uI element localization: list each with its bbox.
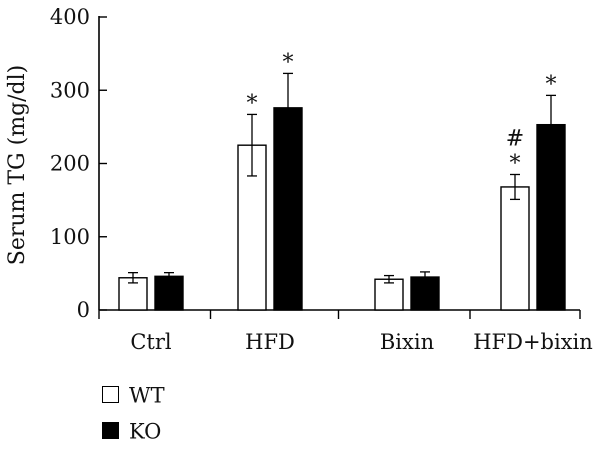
x-tick-label: Bixin bbox=[380, 330, 434, 354]
annotation-asterisk: * bbox=[247, 91, 258, 116]
bar-wt bbox=[374, 278, 404, 311]
legend-swatch-wt bbox=[102, 386, 119, 403]
y-tick-label: 400 bbox=[50, 5, 90, 29]
x-tick-label: HFD+bixin bbox=[473, 330, 593, 354]
y-ticks: 0 100 200 300 400 bbox=[50, 5, 107, 322]
y-tick-label: 100 bbox=[50, 225, 90, 249]
y-tick-label: 200 bbox=[50, 152, 90, 176]
legend-swatch-ko bbox=[102, 422, 119, 439]
annotation-hash: # bbox=[506, 126, 524, 151]
bars bbox=[118, 107, 566, 311]
legend-label-wt: WT bbox=[129, 383, 165, 408]
y-tick-label: 300 bbox=[50, 78, 90, 102]
x-tick-label: HFD bbox=[245, 330, 295, 354]
y-axis-label: Serum TG (mg/dl) bbox=[5, 65, 30, 266]
legend-item-ko: KO bbox=[102, 418, 161, 444]
legend-item-wt: WT bbox=[102, 382, 165, 408]
bar-ko bbox=[154, 275, 184, 311]
annotation-asterisk: * bbox=[510, 151, 521, 176]
error-bars bbox=[128, 72, 556, 284]
bar-wt bbox=[500, 186, 530, 311]
annotations: ***#* bbox=[247, 50, 557, 176]
x-ticks: Ctrl HFD Bixin HFD+bixin bbox=[98, 310, 593, 354]
y-tick-label: 0 bbox=[77, 298, 90, 322]
annotation-asterisk: * bbox=[546, 72, 557, 97]
legend-label-ko: KO bbox=[129, 419, 162, 444]
annotation-asterisk: * bbox=[283, 50, 294, 75]
x-tick-label: Ctrl bbox=[130, 330, 172, 354]
